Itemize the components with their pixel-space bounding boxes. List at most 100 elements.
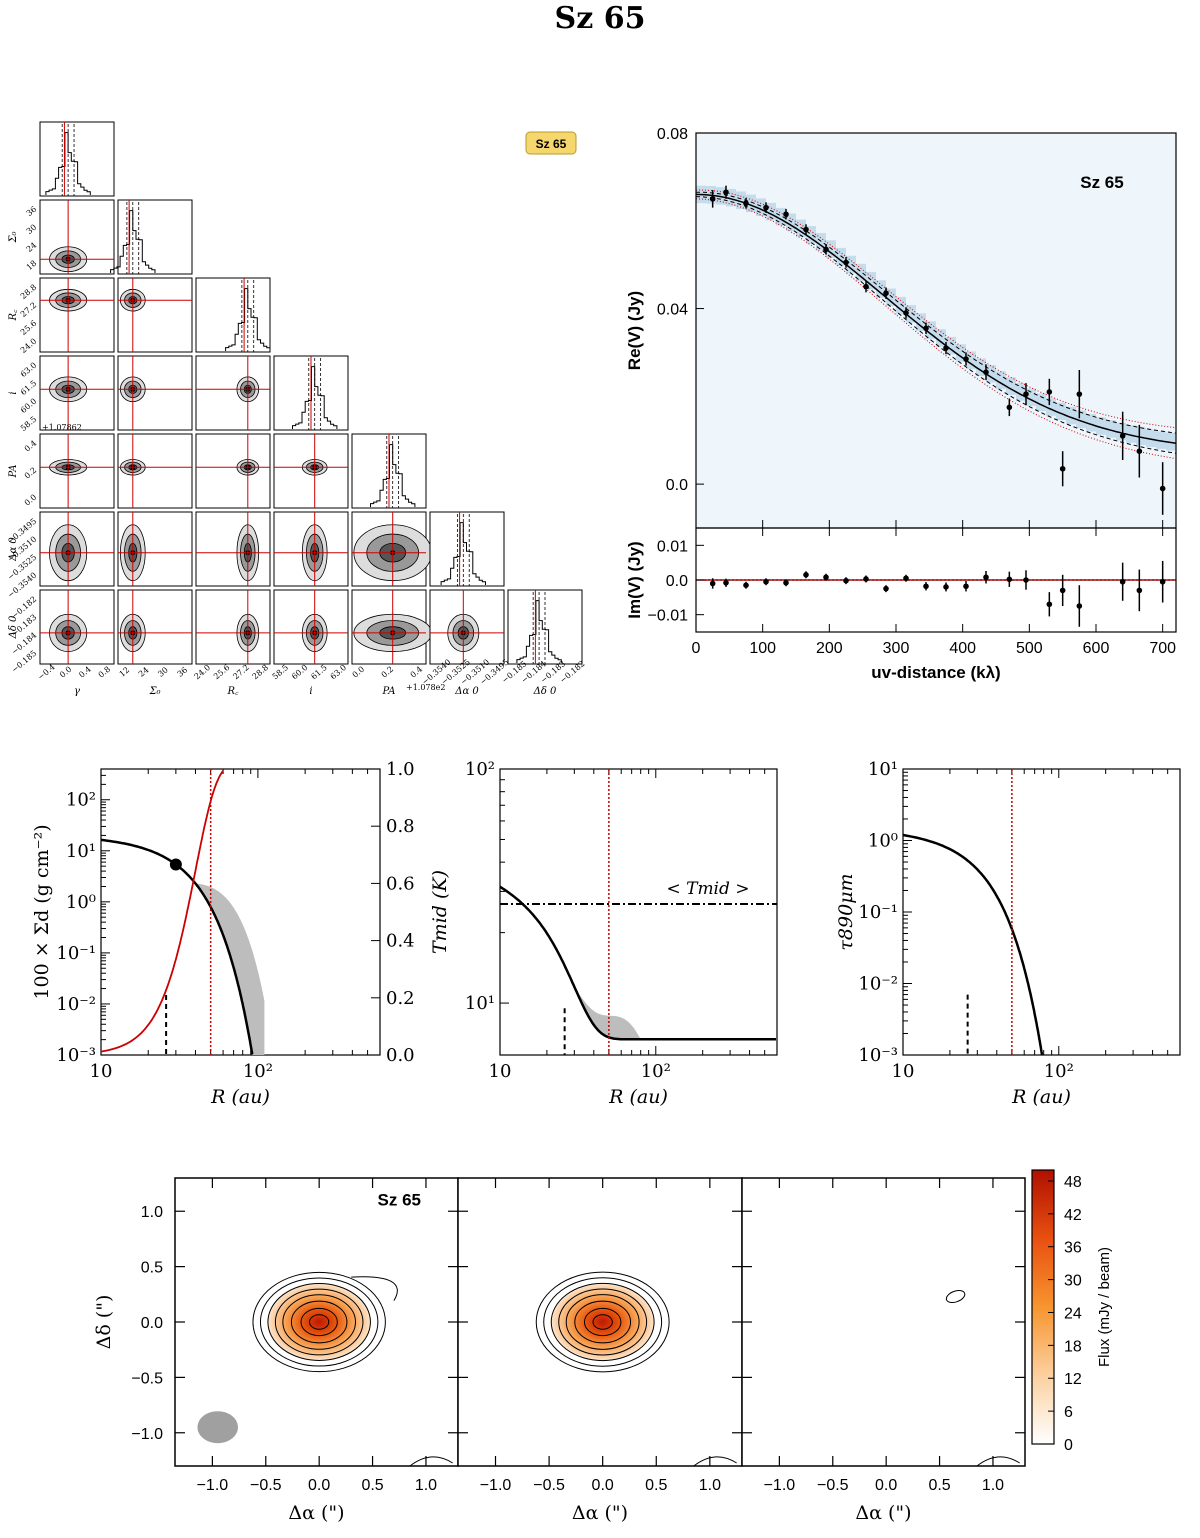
re-point [843, 259, 849, 266]
rc-marker [169, 858, 182, 871]
re-point [903, 310, 909, 316]
corner-xtick: 28.8 [251, 663, 270, 681]
xlabel: R (au) [608, 1086, 668, 1108]
corner-offset: +1.07862 [42, 423, 82, 432]
xtick-label: 10 [90, 1061, 113, 1082]
corner-xlabel: γ [74, 686, 80, 697]
histogram-panel [429, 511, 505, 587]
vis-blue-band [946, 336, 956, 355]
ytick-label: 10¹ [66, 841, 96, 862]
histogram-step [292, 366, 338, 429]
im-point [1046, 601, 1053, 608]
img-xtick: −1.0 [480, 1477, 512, 1494]
ytick-label: 10⁻³ [56, 1045, 96, 1066]
sigma-curve [100, 838, 254, 1055]
corner-ytick: 27.2 [19, 301, 38, 319]
vis-model-red-upper [695, 189, 1177, 429]
vis-blue-band [986, 365, 996, 383]
colorbar [1031, 1169, 1055, 1445]
corner-xlabel: Δα 0 [454, 686, 479, 697]
re-point [883, 290, 889, 296]
corner-ylabel: Δα 0 [8, 537, 19, 562]
contour-panel [273, 511, 349, 587]
colorbar-tick: 6 [1064, 1404, 1073, 1421]
vis-model-line [695, 193, 1177, 444]
y2tick-label: 0.6 [386, 873, 415, 894]
vis-model-dashed-upper [695, 191, 1177, 434]
contour-panel [429, 589, 505, 665]
im-point [923, 583, 929, 590]
corner-ytick: 24.0 [19, 337, 38, 355]
contour-panel [39, 511, 115, 587]
mean-temp-label: < Tmid > [666, 879, 749, 899]
vis-blue-band [876, 280, 886, 298]
ytick-label: 10⁻¹ [858, 902, 898, 923]
vis-xtick: 200 [816, 640, 843, 657]
vis-blue-band [726, 188, 736, 207]
ytick-label: 10⁻³ [858, 1045, 898, 1066]
colorbar-tick: 0 [1064, 1437, 1073, 1454]
histogram-step [110, 210, 156, 273]
re-point [783, 211, 789, 217]
xtick-label: 10 [489, 1061, 512, 1082]
corner-xtick: 25.6 [212, 663, 231, 681]
corner-xtick: 36 [176, 665, 190, 678]
img-xlabel: Δα (") [855, 1502, 911, 1524]
temp-shade [574, 986, 641, 1040]
colorbar-tick: 30 [1064, 1273, 1082, 1290]
re-point [963, 356, 969, 362]
re-point [943, 345, 949, 351]
corner-ytick: 61.5 [19, 379, 38, 397]
img-xtick: 0.5 [645, 1477, 667, 1494]
corner-xtick: 60.0 [290, 663, 309, 681]
sigma-shade [195, 883, 265, 1055]
im-point [1006, 576, 1013, 583]
vis-xtick: 600 [1083, 640, 1110, 657]
contour [550, 1282, 655, 1362]
vis-xtick: 500 [1016, 640, 1043, 657]
img-xtick: 0.5 [361, 1477, 383, 1494]
contour-panel [39, 199, 115, 275]
corner-ytick: 30 [25, 223, 39, 236]
image-source-label: Sz 65 [378, 1191, 421, 1210]
img-xtick: 0.5 [928, 1477, 950, 1494]
corner-xtick: 61.5 [309, 663, 328, 681]
vis-blue-band [936, 329, 946, 347]
vis-model-dashed-lower [695, 196, 1177, 454]
contour-panel [351, 589, 432, 665]
im-point [823, 574, 829, 581]
im-point [1023, 577, 1029, 583]
corner-ytick: 36 [25, 205, 39, 218]
sigma-ylabel: 100 × Σd (g cm⁻²) [31, 824, 53, 999]
im-point [803, 572, 809, 578]
ytick-label: 10¹ [868, 759, 898, 780]
contour [565, 1294, 640, 1350]
histogram-step [225, 288, 271, 351]
image-panel-model: −1.0 −0.5 0.0 0.5 1.0 Δα (") [457, 1177, 743, 1524]
vis-blue-band [886, 288, 896, 307]
contour [282, 1294, 356, 1350]
vis-blue-band [796, 219, 806, 238]
corner-xlabel: i [309, 686, 312, 697]
panel-frame [39, 277, 115, 353]
histogram-panel [351, 433, 427, 509]
corner-xlabel: Σ₀ [148, 686, 160, 697]
contour [252, 1271, 386, 1373]
img-ytick: 0.5 [141, 1260, 163, 1277]
xtick-label: 10² [641, 1061, 671, 1082]
ytick-label: 10⁻¹ [56, 943, 96, 964]
vis-blue-band [906, 305, 916, 323]
vis-blue-band [996, 371, 1006, 389]
contour [259, 1277, 379, 1367]
im-point [1076, 603, 1083, 609]
corner-xtick: 24.0 [193, 663, 212, 681]
re-point [1023, 391, 1029, 397]
re-point [983, 369, 989, 375]
vis-blue-band [966, 351, 976, 370]
histogram-step [45, 132, 91, 195]
corner-xtick: −0.4 [36, 662, 57, 681]
corner-ytick: 0.4 [23, 439, 39, 454]
vis-xlabel: uv-distance (kλ) [871, 663, 1000, 682]
img-xtick: −0.5 [533, 1477, 565, 1494]
vis-blue-band [976, 358, 986, 376]
